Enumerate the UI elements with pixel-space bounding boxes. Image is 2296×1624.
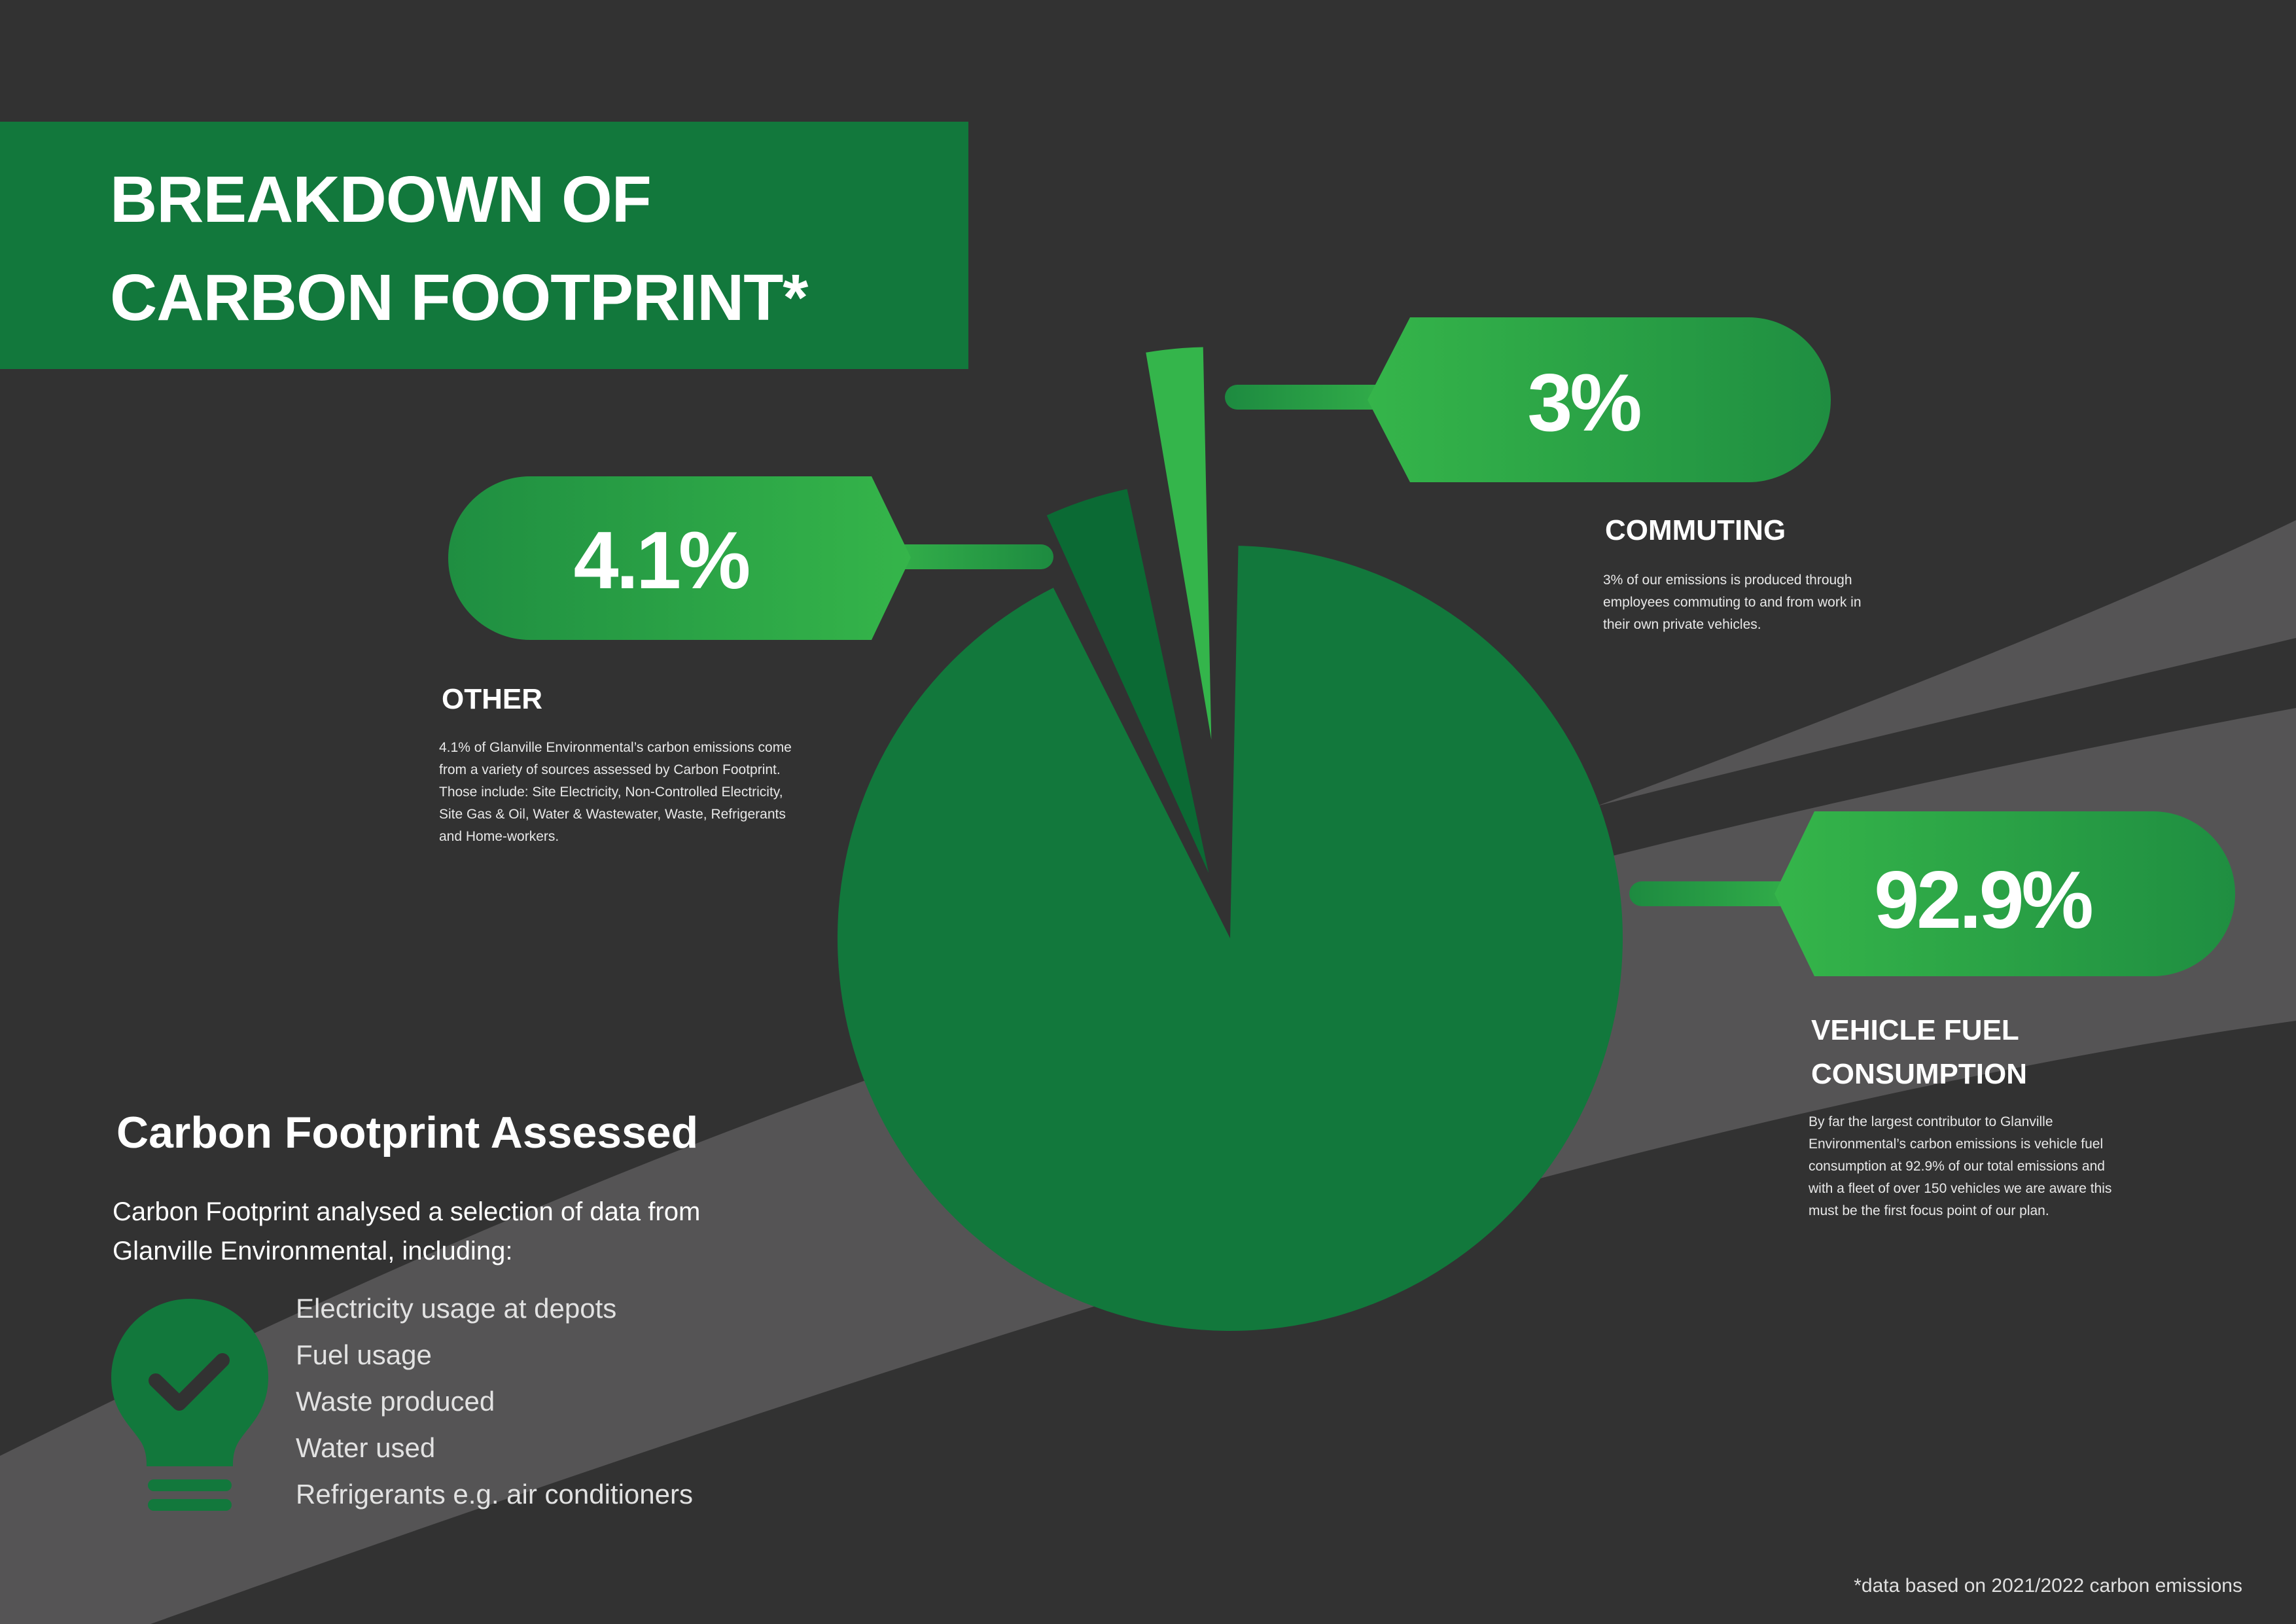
background-band-upper (1597, 520, 2296, 806)
other-description-line: and Home-workers. (439, 829, 559, 844)
pie-slice-other (1046, 489, 1209, 874)
assessed-intro: Carbon Footprint analysed a selection of… (113, 1192, 700, 1271)
page-title-line-1: BREAKDOWN OF (110, 163, 652, 236)
assessed-item: Refrigerants e.g. air conditioners (296, 1479, 693, 1509)
assessed-item: Waste produced (296, 1386, 495, 1417)
pie-slice-commuting (1146, 347, 1212, 740)
assessed-item: Fuel usage (296, 1339, 432, 1370)
vehicle-description-line: Environmental’s carbon emissions is vehi… (1809, 1137, 2104, 1152)
other-value: 4.1% (573, 516, 751, 606)
other-description-line: from a variety of sources assessed by Ca… (439, 762, 781, 777)
commuting-description: 3% of our emissions is produced through … (1603, 569, 1862, 636)
title-banner (0, 122, 968, 369)
assessed-intro-line: Carbon Footprint analysed a selection of… (113, 1197, 701, 1226)
vehicle-connector (1629, 881, 1826, 906)
footnote: *data based on 2021/2022 carbon emission… (1854, 1575, 2242, 1597)
other-description-line: Site Gas & Oil, Water & Wastewater, Wast… (439, 807, 786, 822)
vehicle-callout-tag (1775, 811, 2235, 976)
commuting-value: 3% (1527, 358, 1642, 448)
page-title-line-2: CARBON FOOTPRINT* (110, 261, 808, 334)
assessed-title: Carbon Footprint Assessed (116, 1108, 699, 1157)
vehicle-description-line: with a fleet of over 150 vehicles we are… (1809, 1181, 2112, 1196)
other-heading: OTHER (442, 683, 542, 715)
other-connector (870, 544, 1053, 569)
vehicle-heading-line-1: VEHICLE FUEL (1811, 1014, 2019, 1046)
other-description: 4.1% of Glanville Environmental’s carbon… (439, 737, 792, 848)
assessed-item: Water used (296, 1432, 436, 1463)
other-description-line: Those include: Site Electricity, Non-Con… (439, 785, 783, 800)
lightbulb-check-icon (111, 1299, 268, 1511)
vehicle-value: 92.9% (1874, 855, 2094, 945)
other-description-line: 4.1% of Glanville Environmental’s carbon… (439, 740, 792, 755)
vehicle-description-line: By far the largest contributor to Glanvi… (1809, 1114, 2053, 1129)
commuting-heading: COMMUTING (1605, 514, 1786, 546)
assessed-items-list: Electricity usage at depots Fuel usage W… (296, 1285, 693, 1517)
vehicle-heading-line-2: CONSUMPTION (1811, 1058, 2027, 1090)
vehicle-description-line: consumption at 92.9% of our total emissi… (1809, 1159, 2105, 1174)
commuting-callout-tag (1368, 317, 1831, 482)
assessed-item: Electricity usage at depots (296, 1293, 617, 1324)
other-callout-tag (448, 476, 911, 640)
commuting-description-line: employees commuting to and from work in (1603, 595, 1862, 610)
commuting-description-line: 3% of our emissions is produced through (1603, 573, 1852, 588)
vehicle-description-line: must be the first focus point of our pla… (1809, 1203, 2049, 1218)
commuting-description-line: their own private vehicles. (1603, 617, 1761, 632)
assessed-intro-line: Glanville Environmental, including: (113, 1237, 513, 1265)
vehicle-description: By far the largest contributor to Glanvi… (1809, 1111, 2111, 1222)
pie-slice-vehicle-fuel-consumption (837, 546, 1623, 1331)
